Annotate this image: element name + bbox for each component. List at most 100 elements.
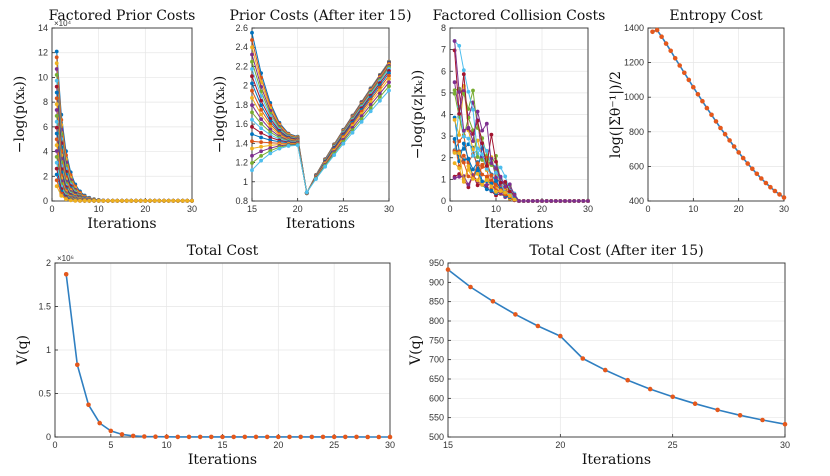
data-point — [494, 189, 498, 194]
y-tick-label: 5 — [441, 88, 446, 98]
data-point — [654, 27, 660, 33]
x-tick-label: 30 — [385, 440, 395, 450]
data-point — [120, 198, 124, 203]
data-point — [314, 177, 318, 182]
y-tick-label: 2.2 — [235, 61, 248, 71]
data-point — [718, 125, 723, 131]
data-point — [484, 121, 489, 126]
x-axis-label: Iterations — [484, 216, 553, 232]
data-point — [494, 170, 498, 175]
data-point — [242, 434, 248, 440]
data-point — [471, 88, 475, 93]
data-point — [475, 146, 480, 151]
data-point — [148, 198, 152, 203]
data-point — [387, 73, 391, 78]
data-point — [480, 183, 485, 187]
data-point — [276, 434, 281, 440]
data-point — [54, 49, 59, 54]
data-point — [768, 184, 773, 190]
data-point — [535, 199, 540, 203]
data-point — [54, 155, 59, 159]
y-tick-label: 1200 — [624, 58, 644, 68]
data-point — [250, 146, 254, 151]
data-point — [581, 199, 586, 203]
x-tick-label: 10 — [162, 440, 172, 450]
y-tick-label: 1 — [46, 345, 51, 355]
data-point — [106, 198, 110, 203]
data-point — [737, 413, 743, 418]
x-tick-label: 25 — [338, 204, 348, 214]
data-point — [54, 149, 59, 153]
data-point — [558, 199, 563, 203]
data-point — [350, 130, 355, 135]
data-point — [134, 198, 138, 203]
data-point — [287, 434, 292, 440]
data-point — [97, 420, 102, 426]
data-point — [484, 178, 489, 182]
chart-prior-after-15: 15 20 25 30 0.8 1 1.2 1.4 1.6 1.8 2 2.2 2.4 2.6Prior … — [212, 8, 412, 232]
data-point — [471, 139, 475, 144]
y-tick-label: 10 — [38, 72, 48, 82]
data-point — [480, 172, 485, 177]
chart-title: Factored Prior Costs — [49, 8, 196, 24]
axis-exponent: ×10⁴ — [54, 19, 72, 28]
data-point — [378, 95, 382, 99]
data-point — [250, 38, 254, 42]
y-tick-label: 12 — [38, 48, 48, 58]
data-point — [781, 195, 787, 200]
data-point — [513, 312, 518, 317]
data-point — [387, 88, 391, 93]
data-point — [250, 110, 254, 115]
data-point — [378, 88, 382, 93]
data-point — [540, 199, 544, 203]
data-point — [298, 434, 304, 440]
data-point — [490, 299, 496, 304]
data-point — [494, 159, 498, 164]
data-point — [494, 166, 498, 171]
data-point — [498, 189, 503, 193]
data-point — [682, 70, 687, 76]
x-tick-label: 15 — [217, 440, 227, 450]
data-point — [387, 71, 391, 76]
data-point — [153, 434, 158, 440]
data-point — [73, 198, 78, 203]
data-point — [185, 198, 190, 203]
y-tick-label: 8 — [43, 97, 48, 107]
data-point — [461, 72, 466, 77]
data-point — [452, 88, 457, 93]
data-point — [54, 125, 59, 130]
data-point — [457, 133, 462, 137]
data-point — [457, 43, 462, 48]
data-point — [461, 141, 466, 146]
data-point — [295, 143, 300, 148]
data-point — [368, 102, 373, 107]
data-point — [498, 180, 503, 185]
data-point — [119, 432, 125, 437]
data-point — [96, 198, 101, 203]
y-axis-label: log(|Σθ⁻¹|)/2 — [608, 71, 624, 158]
data-point — [484, 174, 489, 179]
y-tick-label: 600 — [429, 393, 444, 403]
data-point — [572, 199, 577, 203]
data-point — [580, 356, 586, 361]
data-point — [101, 198, 106, 203]
axes-frame — [447, 262, 786, 438]
axes-frame — [251, 27, 390, 202]
data-point — [722, 131, 728, 137]
data-point — [250, 67, 254, 71]
data-point — [489, 173, 494, 178]
data-point — [489, 188, 494, 193]
y-tick-label: 2 — [46, 258, 51, 268]
data-point — [87, 198, 92, 203]
data-point — [466, 107, 471, 111]
data-point — [677, 63, 682, 68]
y-tick-label: 950 — [429, 258, 444, 268]
data-point — [512, 197, 517, 202]
data-point — [452, 118, 457, 122]
data-point — [713, 119, 719, 124]
data-point — [268, 146, 273, 151]
data-point — [484, 183, 489, 187]
y-tick-label: 4 — [441, 110, 446, 120]
x-axis-label: Iterations — [188, 452, 257, 468]
